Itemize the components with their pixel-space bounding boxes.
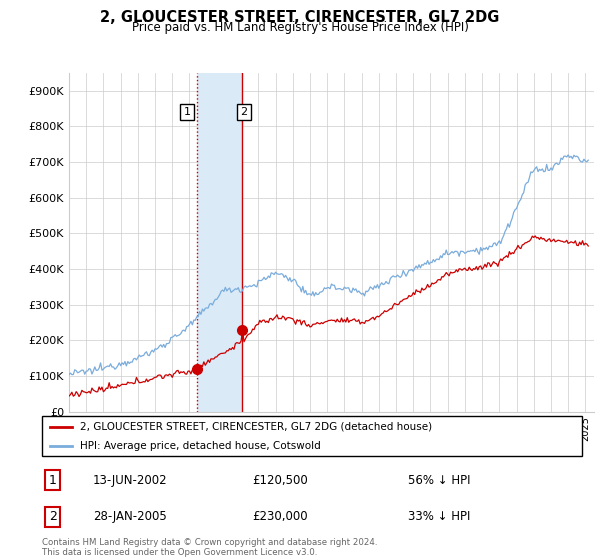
Text: 28-JAN-2005: 28-JAN-2005 bbox=[93, 510, 167, 523]
Text: 2, GLOUCESTER STREET, CIRENCESTER, GL7 2DG: 2, GLOUCESTER STREET, CIRENCESTER, GL7 2… bbox=[100, 10, 500, 25]
Text: 56% ↓ HPI: 56% ↓ HPI bbox=[408, 474, 470, 487]
Text: 33% ↓ HPI: 33% ↓ HPI bbox=[408, 510, 470, 523]
Text: 1: 1 bbox=[49, 474, 57, 487]
Text: £120,500: £120,500 bbox=[252, 474, 308, 487]
Text: £230,000: £230,000 bbox=[252, 510, 308, 523]
Text: HPI: Average price, detached house, Cotswold: HPI: Average price, detached house, Cots… bbox=[80, 441, 320, 450]
Text: 2, GLOUCESTER STREET, CIRENCESTER, GL7 2DG (detached house): 2, GLOUCESTER STREET, CIRENCESTER, GL7 2… bbox=[80, 422, 432, 432]
Text: 2: 2 bbox=[241, 107, 248, 117]
Text: 1: 1 bbox=[184, 107, 190, 117]
Bar bbox=[197, 73, 242, 412]
Text: 2: 2 bbox=[49, 510, 57, 523]
Text: 13-JUN-2002: 13-JUN-2002 bbox=[93, 474, 167, 487]
Text: Price paid vs. HM Land Registry's House Price Index (HPI): Price paid vs. HM Land Registry's House … bbox=[131, 21, 469, 34]
Text: Contains HM Land Registry data © Crown copyright and database right 2024.
This d: Contains HM Land Registry data © Crown c… bbox=[42, 538, 377, 557]
